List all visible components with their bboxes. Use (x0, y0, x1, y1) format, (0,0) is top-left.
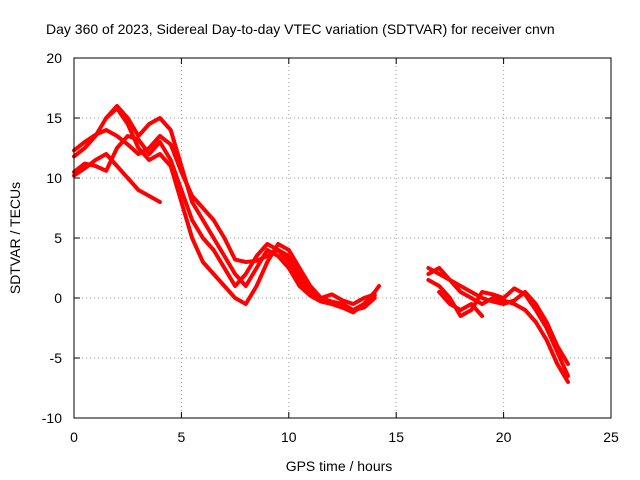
x-tick-label: 15 (388, 429, 404, 445)
grid-lines (74, 58, 611, 418)
y-tick-label: -10 (42, 410, 62, 426)
x-tick-label: 10 (281, 429, 297, 445)
series-line-sat-d (104, 106, 377, 312)
series-line-sat-e (72, 152, 162, 204)
y-tick-label: 15 (46, 110, 62, 126)
x-tick-label: 0 (70, 429, 78, 445)
y-axis-title: SDTVAR / TECUs (7, 182, 23, 294)
axis-ticks: 0 5 10 15 20 25 -10 -5 0 5 10 15 20 (42, 50, 619, 445)
series-line-sat-a (72, 128, 381, 312)
y-tick-label: 5 (54, 230, 62, 246)
y-tick-label: 20 (46, 50, 62, 66)
y-tick-label: 10 (46, 170, 62, 186)
series-line-sat-h (426, 266, 570, 366)
chart-title: Day 360 of 2023, Sidereal Day-to-day VTE… (46, 21, 555, 37)
series-line-sat-i (437, 290, 485, 318)
x-tick-label: 5 (178, 429, 186, 445)
series-layer (72, 104, 570, 384)
x-tick-label: 25 (603, 429, 619, 445)
series-line-sat-b (72, 134, 377, 306)
x-tick-label: 20 (496, 429, 512, 445)
x-axis-title: GPS time / hours (286, 458, 393, 474)
series-line-sat-g (426, 278, 570, 378)
y-tick-label: -5 (50, 350, 63, 366)
series-line-sat-c (72, 104, 377, 315)
y-tick-label: 0 (54, 290, 62, 306)
